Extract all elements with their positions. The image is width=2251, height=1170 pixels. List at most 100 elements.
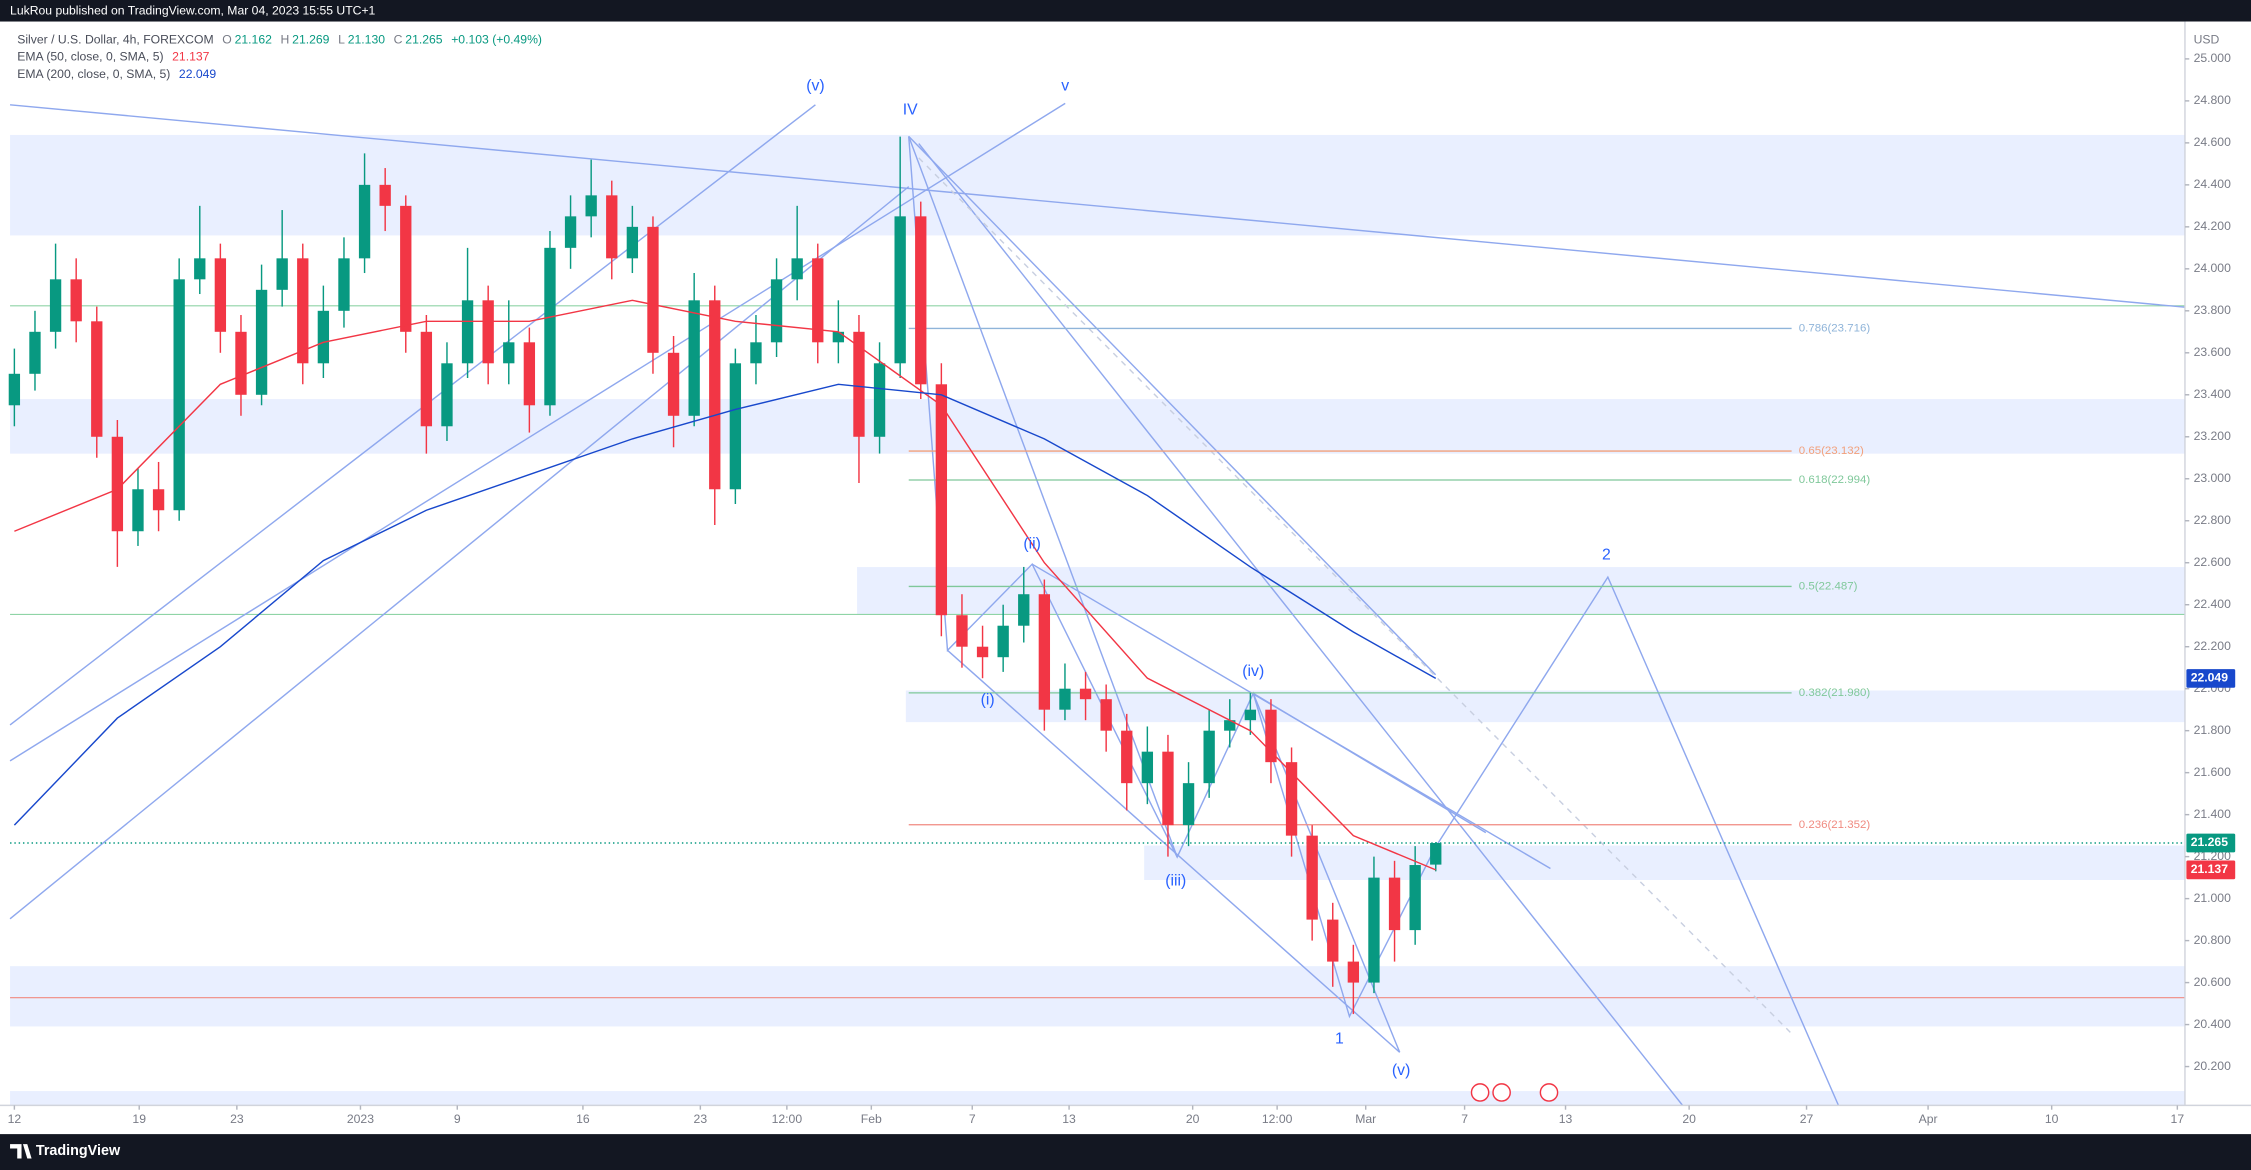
time-axis <box>0 1105 2251 1135</box>
candle-body <box>1203 730 1215 784</box>
candle-body <box>1141 751 1154 784</box>
price-badge-label: 21.137 <box>2191 862 2228 876</box>
zone <box>10 1091 2185 1106</box>
x-tick-label: 7 <box>969 1112 976 1126</box>
y-tick-label: 22.200 <box>2194 639 2231 653</box>
candle-body <box>255 289 268 395</box>
x-tick-label: 2023 <box>347 1112 374 1126</box>
axis-unit: USD <box>2194 32 2220 46</box>
candle-body <box>420 331 433 427</box>
candle-body <box>832 331 845 343</box>
y-tick-label: 22.800 <box>2194 513 2231 527</box>
wave-label: v <box>1061 77 1069 94</box>
trend-line <box>9 186 910 920</box>
candle-body <box>976 646 989 658</box>
candle-body <box>709 300 721 490</box>
candle-body <box>1430 842 1442 865</box>
candle-body <box>1079 688 1092 700</box>
candle-body <box>338 258 350 311</box>
trend-line <box>9 104 2186 308</box>
candle-body <box>1388 877 1401 931</box>
x-tick-label: Mar <box>1355 1112 1376 1126</box>
trend-line <box>1252 692 1487 834</box>
x-tick-label: 20 <box>1682 1112 1696 1126</box>
candle-body <box>1162 751 1174 826</box>
zone <box>10 399 2185 454</box>
trend-line <box>1252 693 1401 1053</box>
candle-body <box>214 258 227 332</box>
trend-line <box>947 649 1401 1053</box>
event-icons <box>1470 1083 1559 1102</box>
candle-body <box>894 216 906 364</box>
candle-body <box>503 342 515 364</box>
x-tick-label: 13 <box>1062 1112 1076 1126</box>
y-tick-label: 22.600 <box>2194 555 2231 569</box>
zone <box>905 690 2185 723</box>
y-tick-label: 24.200 <box>2194 219 2231 233</box>
candle-body <box>173 279 185 511</box>
wave-label: (iii) <box>1165 873 1186 890</box>
candle-body <box>1409 865 1421 931</box>
candle-body <box>585 195 597 217</box>
candle-body <box>49 279 62 332</box>
fib-label: 0.65(23.132) <box>1799 445 1864 457</box>
candle-body <box>1018 594 1030 626</box>
candle-body <box>1224 720 1236 731</box>
candle-body <box>132 489 144 532</box>
x-tick-label: 12 <box>8 1112 22 1126</box>
wave-label: (ii) <box>1023 535 1041 552</box>
legend-text: H <box>281 32 290 46</box>
event-icon <box>1539 1083 1559 1102</box>
candle-body <box>564 216 577 248</box>
wave-label: 2 <box>1602 547 1611 564</box>
candle-body <box>152 489 165 511</box>
y-tick-label: 20.600 <box>2194 975 2231 989</box>
wave-label: (iv) <box>1242 663 1264 680</box>
x-tick-label: 7 <box>1461 1112 1468 1126</box>
candle-body <box>770 279 783 343</box>
footer <box>0 1134 2251 1170</box>
y-tick-label: 25.000 <box>2194 51 2231 65</box>
y-tick-label: 21.800 <box>2194 723 2231 737</box>
legend-text: +0.103 (+0.49%) <box>451 32 542 46</box>
y-tick-label: 24.000 <box>2194 261 2231 275</box>
candle-body <box>791 258 803 280</box>
zone <box>857 567 2185 615</box>
wave-label: 1 <box>1335 1031 1344 1048</box>
y-tick-label: 24.800 <box>2194 93 2231 107</box>
trend-line <box>9 104 816 726</box>
price-badge <box>2186 833 2236 853</box>
plot: 0.786(23.716) 0.65(23.132) 0.618(22.994) 0.… <box>8 136 2185 1015</box>
price-axis <box>2184 21 2251 1135</box>
x-tick-label: 13 <box>1559 1112 1573 1126</box>
legend-text: C <box>394 32 403 46</box>
y-tick-label: 23.200 <box>2194 429 2231 443</box>
legend-text: L <box>338 32 345 46</box>
wave-label: (i) <box>981 692 995 709</box>
candle-body <box>194 258 206 280</box>
candle-body <box>29 331 41 374</box>
candle-body <box>523 342 536 406</box>
candle-body <box>1285 762 1298 836</box>
x-tick-label: 9 <box>454 1112 461 1126</box>
y-tick-label: 24.600 <box>2194 135 2231 149</box>
y-tick-label: 20.200 <box>2194 1059 2231 1073</box>
y-tick-label: 23.800 <box>2194 303 2231 317</box>
y-tick-label: 20.800 <box>2194 933 2231 947</box>
candle-body <box>750 342 762 364</box>
event-icon <box>1470 1083 1490 1102</box>
fib-label: 0.236(21.352) <box>1799 819 1871 831</box>
level-lines <box>10 305 2185 999</box>
ema-line <box>13 383 1437 826</box>
trend-line <box>908 136 1178 858</box>
candle-body <box>667 352 680 416</box>
x-tick-label: 23 <box>230 1112 244 1126</box>
candle-body <box>873 363 886 437</box>
wave-label: (v) <box>1392 1062 1410 1079</box>
legend-text: 21.162 <box>235 32 272 46</box>
candle-body <box>235 331 247 395</box>
candle-body <box>317 310 330 364</box>
x-tick-label: 10 <box>2045 1112 2059 1126</box>
top-bar <box>0 0 2251 22</box>
